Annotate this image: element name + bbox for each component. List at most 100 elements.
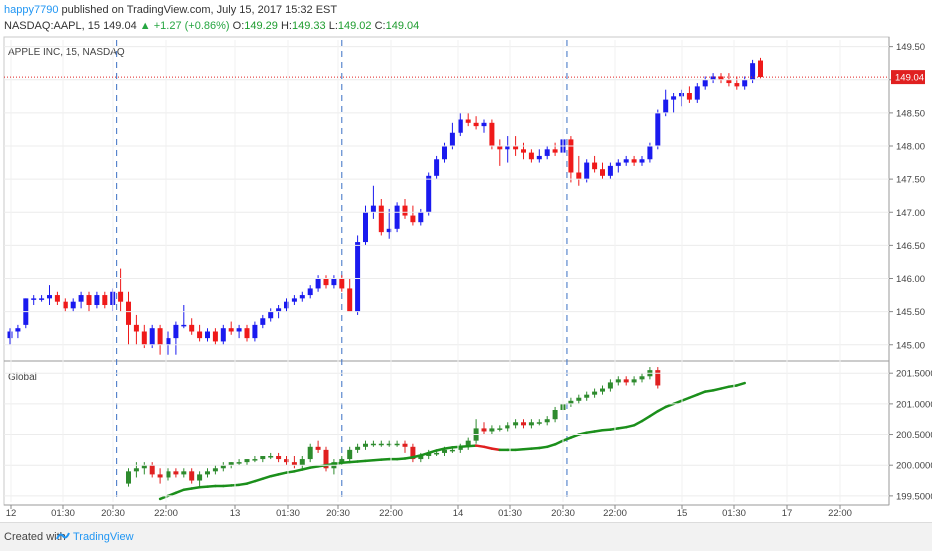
indicator-candle-body [173, 471, 179, 475]
price-candle [62, 298, 68, 312]
price-candle-body [370, 205, 376, 213]
time-axis[interactable]: 12 01:30 20:30 22:00 13 01:30 20:30 22:00 14 01:3… [6, 40, 852, 519]
indicator-candle-body [584, 394, 590, 398]
indicator-candle [347, 446, 353, 463]
price-axis[interactable]: 149.50149.00148.50148.00147.50147.00146.… [4, 42, 925, 351]
indicator-line-segment [482, 445, 494, 450]
price-candle [694, 83, 700, 103]
price-candle [750, 59, 756, 84]
indicator-candle-body [252, 459, 258, 461]
x-tick-label: 15 [677, 508, 688, 519]
open-value: 149.29 [244, 20, 278, 32]
indicator-line-segment [545, 443, 557, 449]
price-candle [363, 205, 368, 246]
indicator-line-segment [182, 487, 193, 491]
price-candle [481, 119, 487, 133]
indicator-line-segment [395, 457, 407, 461]
indicator-line-segment [466, 444, 478, 448]
indicator-candle [497, 425, 503, 432]
indicator-candle [505, 422, 511, 432]
indicator-candle [607, 379, 613, 392]
price-candle [600, 162, 605, 180]
indicator-line-segment [308, 465, 320, 469]
ohlc-line: NASDAQ:AAPL, 15 149.04 ▲ +1.27 (+0.86%) … [4, 20, 419, 32]
price-candle [521, 142, 526, 160]
indicator-candle-body [528, 422, 534, 426]
price-candle-body [442, 146, 447, 160]
price-candle-body [426, 175, 432, 213]
price-candle [394, 202, 400, 233]
price-candle-body [521, 149, 526, 153]
indicator-line-segment [277, 471, 288, 476]
price-candle-body [15, 328, 21, 332]
indicator-candle-body [576, 397, 582, 401]
price-candle [378, 199, 384, 236]
y-tick-label: 149.50 [896, 42, 925, 53]
indicator-line-segment [617, 425, 628, 430]
indicator-candle [521, 419, 526, 429]
price-candle [315, 275, 321, 292]
indicator-line-segment [711, 387, 723, 392]
indicator-candle [513, 419, 519, 429]
price-candle-body [655, 112, 661, 146]
indicator-line-segment [253, 477, 265, 483]
price-candle-body [331, 278, 337, 286]
main-pane-label: APPLE INC, 15, NASDAQ [8, 47, 125, 58]
price-candle-body [489, 122, 495, 146]
price-candle-body [94, 295, 100, 305]
close-value: 149.04 [385, 20, 420, 32]
indicator-line-segment [727, 384, 739, 388]
indicator-candle-body [607, 382, 613, 389]
indicator-candle-body [386, 443, 392, 446]
price-candle-body [473, 122, 479, 127]
price-candle-body [694, 86, 700, 100]
price-candle [205, 328, 210, 342]
indicator-line-segment [664, 402, 675, 409]
indicator-line-segment [688, 393, 699, 399]
price-candle [418, 208, 424, 226]
indicator-candle [212, 465, 218, 475]
price-candle-body [307, 288, 313, 296]
x-tick-label: 01:30 [51, 508, 75, 519]
indicator-candle [276, 452, 282, 463]
price-candle-body [750, 63, 756, 80]
x-tick-label: 13 [230, 508, 241, 519]
author-link[interactable]: happy7790 [4, 4, 59, 16]
indicator-candle [552, 406, 558, 423]
indicator-candle-body [141, 465, 147, 469]
price-candle-body [62, 301, 68, 309]
indicator-candle [157, 468, 163, 484]
indicator-candle [410, 443, 416, 463]
indicator-line-segment [561, 436, 573, 442]
indicator-candle [615, 376, 621, 386]
tradingview-link[interactable]: TradingView [73, 531, 134, 543]
price-candle-body [481, 122, 487, 127]
price-candle-body [149, 328, 155, 345]
x-tick-label: 22:00 [603, 508, 627, 519]
indicator-line-segment [411, 454, 423, 459]
price-candle [710, 73, 716, 84]
price-candle-body [284, 301, 289, 309]
indicator-line-segment [609, 427, 620, 431]
price-candle [54, 291, 60, 305]
price-candle-body [742, 79, 748, 87]
price-candle-body [394, 205, 400, 229]
y-tick-label: 148.00 [896, 142, 925, 153]
price-candle [402, 199, 408, 219]
indicator-line-segment [490, 447, 502, 452]
publish-line: happy7790 published on TradingView.com, … [4, 4, 337, 16]
price-candle [197, 324, 203, 342]
price-candle [489, 119, 495, 150]
price-candle-body [497, 146, 503, 150]
x-tick-label: 22:00 [828, 508, 852, 519]
indicator-candle [141, 462, 147, 475]
indicator-candle [370, 440, 376, 447]
indicator-candle [181, 468, 187, 478]
price-candle-body [615, 162, 621, 166]
indicator-axis[interactable]: 201.5000 201.0000 200.5000 200.0000 199.5000 [4, 369, 932, 503]
indicator-line-segment [648, 409, 660, 418]
chart-canvas[interactable]: APPLE INC, 15, NASDAQ Global 149.50 149.0… [0, 0, 932, 522]
indicator-line [158, 381, 746, 501]
symbol-label: NASDAQ:AAPL, 15 [4, 20, 100, 32]
indicator-line-segment [206, 484, 217, 488]
